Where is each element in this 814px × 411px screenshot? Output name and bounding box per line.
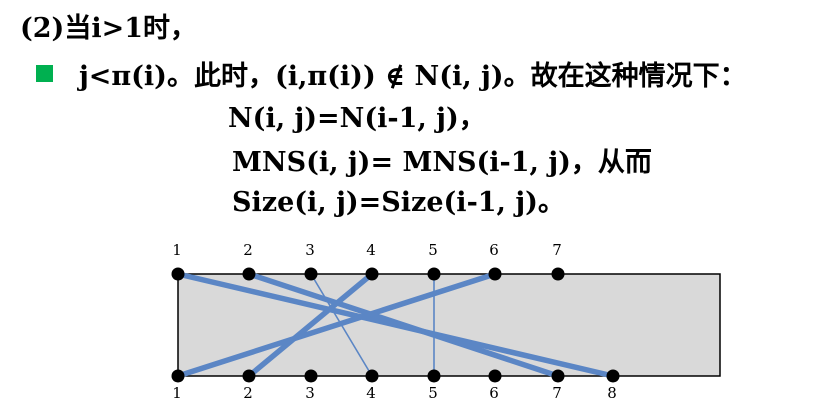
bottom-label-8: 8 — [607, 384, 617, 402]
top-label-1: 1 — [172, 241, 182, 259]
wire-6-to-1 — [175, 271, 498, 379]
top-pin-1 — [171, 267, 185, 281]
bottom-pin-4 — [365, 369, 379, 383]
green-square-bullet-icon — [36, 65, 53, 82]
formula-line-3: Size(i, j)=Size(i-1, j)。 — [232, 180, 565, 219]
bottom-label-7: 7 — [552, 384, 562, 402]
wire-2-to-7 — [246, 271, 561, 379]
top-label-2: 2 — [243, 241, 253, 259]
bottom-pin-7 — [551, 369, 565, 383]
bottom-pin-1 — [171, 369, 185, 383]
wire-4-to-2 — [246, 271, 375, 379]
top-pin-7 — [551, 267, 565, 281]
top-pin-2 — [242, 267, 256, 281]
top-pin-5 — [427, 267, 441, 281]
formula-text-3: Size(i, j)=Size(i-1, j)。 — [232, 187, 565, 218]
bottom-label-1: 1 — [172, 384, 182, 402]
top-label-7: 7 — [552, 241, 562, 259]
bottom-pin-8 — [606, 369, 620, 383]
bottom-label-3: 3 — [305, 384, 315, 402]
formula-text-2: MNS(i, j)= MNS(i-1, j)，从而 — [232, 147, 652, 178]
top-label-6: 6 — [489, 241, 499, 259]
top-label-4: 4 — [366, 241, 376, 259]
top-pin-6 — [488, 267, 502, 281]
bottom-label-6: 6 — [489, 384, 499, 402]
case-heading: (2)当i>1时， — [20, 6, 197, 45]
bottom-pin-5 — [427, 369, 441, 383]
top-pin-group — [171, 267, 565, 281]
bullet-row: j<π(i)。此时，(i,π(i)) ∉ N(i, j)。故在这种情况下： — [36, 54, 747, 93]
top-pin-3 — [304, 267, 318, 281]
top-label-3: 3 — [305, 241, 315, 259]
formula-text-1: N(i, j)=N(i-1, j)， — [228, 103, 486, 134]
bottom-label-2: 2 — [243, 384, 253, 402]
top-label-group: 1 2 3 4 5 6 7 — [172, 241, 562, 259]
bullet-text: j<π(i)。此时，(i,π(i)) ∉ N(i, j)。故在这种情况下： — [79, 61, 747, 92]
wire-group — [175, 271, 616, 379]
formula-line-2: MNS(i, j)= MNS(i-1, j)，从而 — [232, 140, 652, 179]
bottom-label-4: 4 — [366, 384, 376, 402]
bottom-pin-6 — [488, 369, 502, 383]
bottom-pin-2 — [242, 369, 256, 383]
top-pin-4 — [365, 267, 379, 281]
formula-line-1: N(i, j)=N(i-1, j)， — [228, 96, 486, 135]
bottom-pin-group — [171, 369, 620, 383]
top-label-5: 5 — [428, 241, 438, 259]
bottom-label-group: 1 2 3 4 5 6 7 8 — [172, 384, 617, 402]
bottom-label-5: 5 — [428, 384, 438, 402]
bottom-pin-3 — [304, 369, 318, 383]
heading-text: (2)当i>1时， — [20, 13, 198, 44]
